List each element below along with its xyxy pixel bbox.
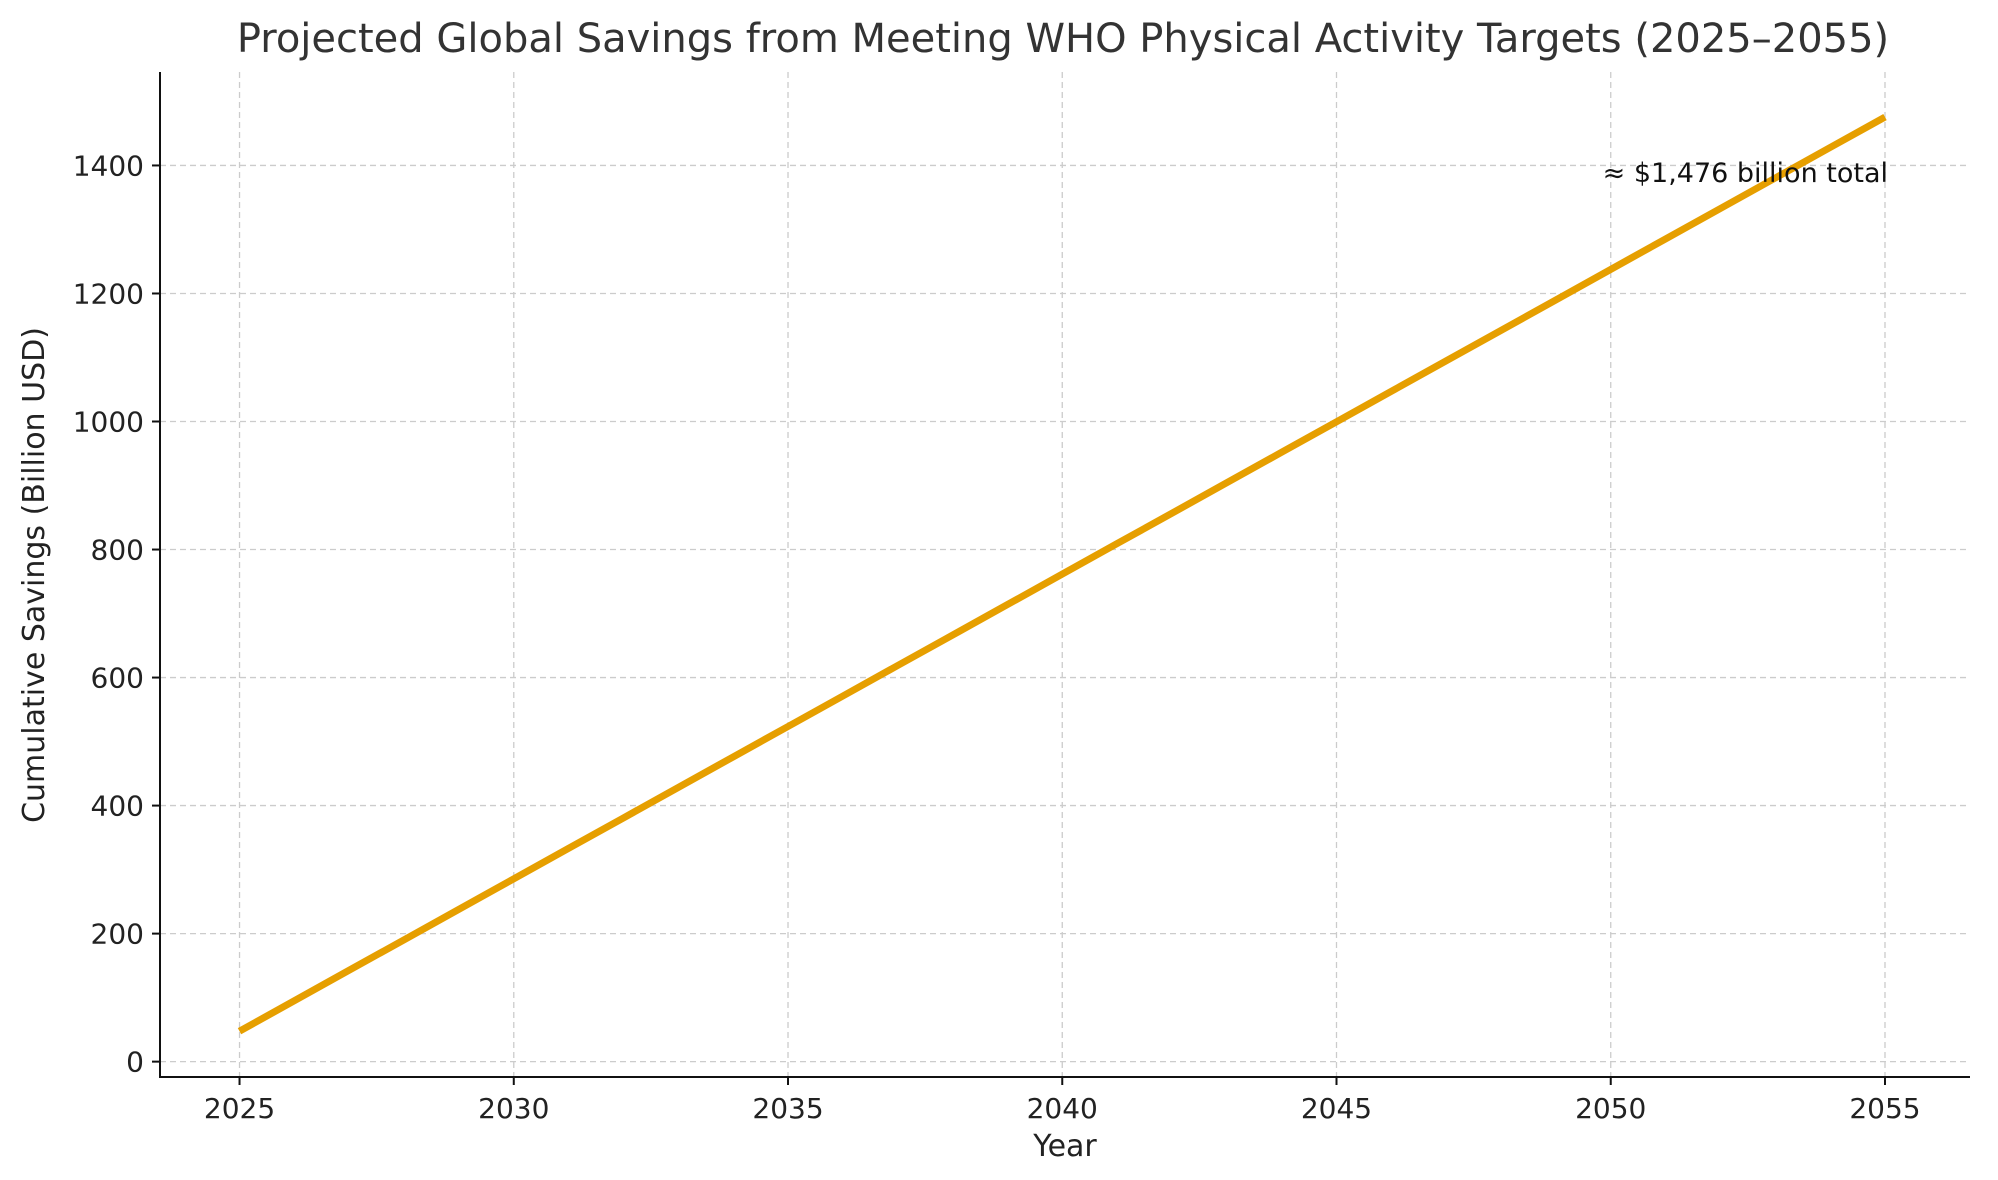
x-tick-label: 2040 [1027, 1092, 1098, 1125]
x-tick-label: 2050 [1575, 1092, 1646, 1125]
x-tick-label: 2055 [1849, 1092, 1920, 1125]
y-tick-label: 1200 [73, 277, 144, 310]
y-tick-label: 600 [91, 662, 144, 695]
x-tick-label: 2025 [204, 1092, 275, 1125]
y-tick-label: 400 [91, 790, 144, 823]
savings-series-line [237, 114, 1887, 1035]
y-tick-label: 200 [91, 918, 144, 951]
y-tick-label: 800 [91, 534, 144, 567]
total-annotation: ≈ $1,476 billion total [1603, 158, 1888, 189]
x-tick-label: 2045 [1301, 1092, 1372, 1125]
series-layer [237, 114, 1887, 1035]
chart-title: Projected Global Savings from Meeting WH… [237, 16, 1889, 62]
x-tick-label: 2035 [752, 1092, 823, 1125]
y-tick-label: 1000 [73, 406, 144, 439]
y-axis-label: Cumulative Savings (Billion USD) [17, 327, 52, 823]
x-tick-label: 2030 [478, 1092, 549, 1125]
x-axis-label: Year [1032, 1129, 1097, 1164]
axis-spines [159, 72, 1970, 1078]
y-axis-ticks: 0 200 400 600 800 1000 1200 1400 [73, 149, 160, 1079]
y-tick-label: 1400 [73, 149, 144, 182]
y-tick-label: 0 [126, 1046, 144, 1079]
x-axis-ticks: 2025 2030 2035 2040 2045 2050 2055 [204, 1077, 1921, 1125]
